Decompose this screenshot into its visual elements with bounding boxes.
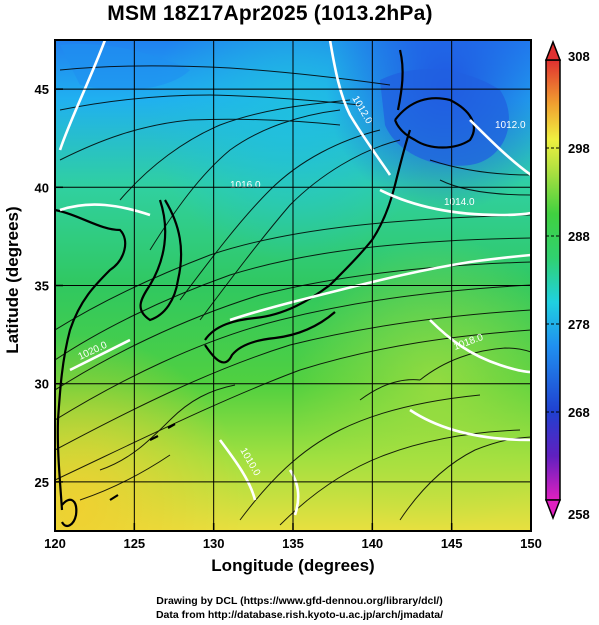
chart-title: MSM 18Z17Apr2025 (1013.2hPa) <box>107 2 433 25</box>
colorbar: 308 298 288 278 268 258 <box>544 39 590 522</box>
y-tick-label: 30 <box>35 377 49 392</box>
x-tick-label: 130 <box>203 536 225 551</box>
x-tick-label: 120 <box>44 536 66 551</box>
credit-data: Data from http://database.rish.kyoto-u.a… <box>155 609 444 621</box>
colorbar-tick-label: 258 <box>568 507 590 522</box>
colorbar-tick-label: 298 <box>568 141 590 156</box>
lat-lon-grid <box>55 40 531 531</box>
y-tick-label: 40 <box>35 180 49 195</box>
colorbar-scale <box>545 59 561 501</box>
coastlines <box>55 49 476 528</box>
colorbar-tick-label: 278 <box>568 317 590 332</box>
isobars <box>58 40 531 516</box>
y-tick-label: 45 <box>35 82 49 97</box>
x-axis-label: Longitude (degrees) <box>211 556 375 575</box>
x-axis: 120 125 130 135 140 145 150 <box>44 523 542 551</box>
weather-map: 1012.0 1014.0 1016.0 1018.0 1020.0 1010.… <box>35 39 590 551</box>
x-tick-label: 150 <box>520 536 542 551</box>
x-tick-label: 135 <box>282 536 304 551</box>
y-axis: 25 30 35 40 45 <box>35 82 63 490</box>
colorbar-tick-label: 288 <box>568 229 590 244</box>
colorbar-tick-label: 308 <box>568 49 590 64</box>
y-axis-label: Latitude (degrees) <box>3 206 22 354</box>
x-tick-label: 140 <box>361 536 383 551</box>
colorbar-min-arrow <box>544 499 562 521</box>
contour-label: 1012.0 <box>495 120 526 131</box>
contour-label: 1014.0 <box>444 197 475 208</box>
credit-drawing: Drawing by DCL (https://www.gfd-dennou.o… <box>156 595 443 607</box>
contour-label: 1016.0 <box>230 180 261 191</box>
x-tick-label: 145 <box>441 536 463 551</box>
colorbar-tick-label: 268 <box>568 405 590 420</box>
x-tick-label: 125 <box>123 536 145 551</box>
colorbar-max-arrow <box>544 39 562 61</box>
y-tick-label: 25 <box>35 475 49 490</box>
y-tick-label: 35 <box>35 279 49 294</box>
